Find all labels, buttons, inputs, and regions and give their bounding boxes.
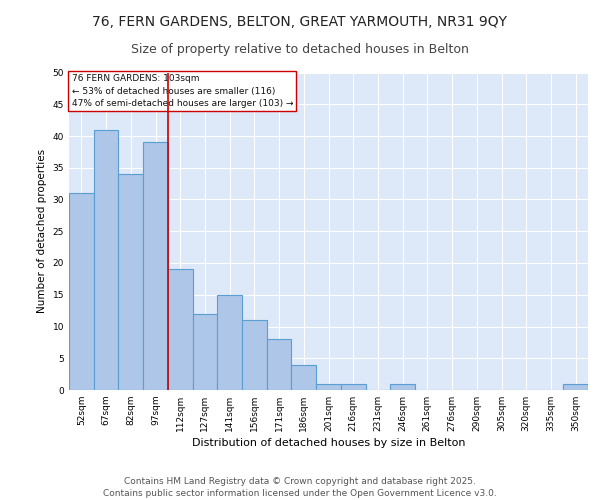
Bar: [242, 320, 267, 390]
Bar: [69, 193, 94, 390]
Bar: [217, 294, 242, 390]
Bar: [118, 174, 143, 390]
Text: 76 FERN GARDENS: 103sqm
← 53% of detached houses are smaller (116)
47% of semi-d: 76 FERN GARDENS: 103sqm ← 53% of detache…: [71, 74, 293, 108]
Text: Size of property relative to detached houses in Belton: Size of property relative to detached ho…: [131, 42, 469, 56]
Bar: [316, 384, 341, 390]
Bar: [341, 384, 365, 390]
Bar: [143, 142, 168, 390]
Bar: [193, 314, 217, 390]
Bar: [94, 130, 118, 390]
X-axis label: Distribution of detached houses by size in Belton: Distribution of detached houses by size …: [192, 438, 465, 448]
Text: Contains HM Land Registry data © Crown copyright and database right 2025.
Contai: Contains HM Land Registry data © Crown c…: [103, 476, 497, 498]
Y-axis label: Number of detached properties: Number of detached properties: [37, 149, 47, 314]
Bar: [168, 270, 193, 390]
Bar: [563, 384, 588, 390]
Bar: [390, 384, 415, 390]
Bar: [292, 364, 316, 390]
Text: 76, FERN GARDENS, BELTON, GREAT YARMOUTH, NR31 9QY: 76, FERN GARDENS, BELTON, GREAT YARMOUTH…: [92, 15, 508, 29]
Bar: [267, 339, 292, 390]
